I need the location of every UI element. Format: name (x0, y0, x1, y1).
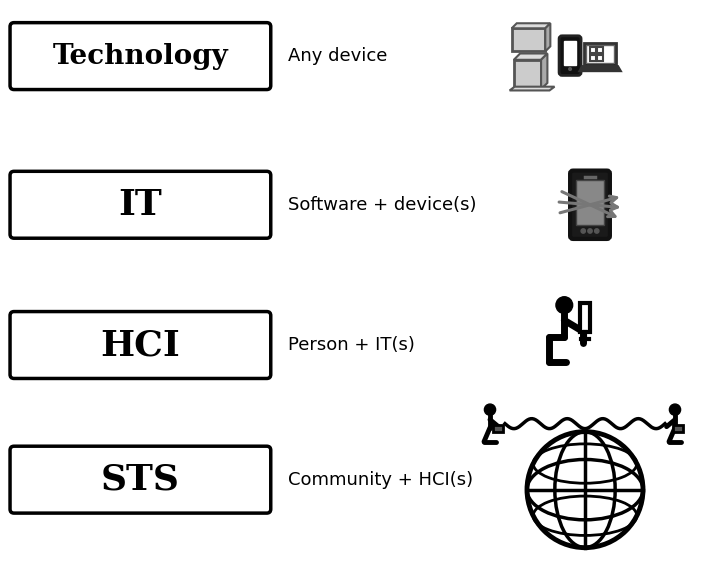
FancyBboxPatch shape (590, 55, 596, 61)
Circle shape (569, 68, 571, 70)
Circle shape (670, 404, 681, 415)
FancyBboxPatch shape (10, 22, 271, 90)
FancyBboxPatch shape (570, 171, 610, 239)
Text: Community + HCI(s): Community + HCI(s) (288, 471, 473, 489)
Text: HCI: HCI (100, 328, 180, 362)
Text: Any device: Any device (288, 47, 388, 65)
Circle shape (595, 229, 599, 233)
FancyBboxPatch shape (10, 171, 271, 238)
FancyBboxPatch shape (586, 45, 614, 63)
FancyBboxPatch shape (512, 28, 545, 52)
Text: STS: STS (101, 463, 180, 496)
Polygon shape (514, 53, 548, 60)
Polygon shape (545, 23, 550, 52)
Polygon shape (512, 23, 550, 28)
FancyBboxPatch shape (564, 42, 576, 65)
FancyBboxPatch shape (673, 425, 683, 431)
FancyBboxPatch shape (514, 60, 541, 89)
Circle shape (588, 229, 592, 233)
Text: Person + IT(s): Person + IT(s) (288, 336, 415, 354)
FancyBboxPatch shape (10, 446, 271, 513)
Circle shape (484, 404, 496, 415)
Text: IT: IT (119, 188, 162, 222)
FancyBboxPatch shape (559, 36, 581, 75)
FancyBboxPatch shape (584, 43, 616, 66)
Circle shape (581, 229, 585, 233)
Polygon shape (541, 53, 548, 89)
Polygon shape (579, 66, 621, 71)
FancyBboxPatch shape (576, 181, 604, 226)
FancyBboxPatch shape (10, 311, 271, 379)
Text: Technology: Technology (53, 43, 228, 70)
Circle shape (527, 431, 643, 548)
FancyBboxPatch shape (590, 47, 596, 53)
FancyBboxPatch shape (597, 47, 603, 53)
Polygon shape (510, 87, 555, 90)
Circle shape (556, 297, 573, 314)
FancyBboxPatch shape (493, 425, 503, 431)
FancyBboxPatch shape (597, 55, 603, 61)
FancyBboxPatch shape (579, 303, 590, 332)
Text: Software + device(s): Software + device(s) (288, 196, 477, 214)
